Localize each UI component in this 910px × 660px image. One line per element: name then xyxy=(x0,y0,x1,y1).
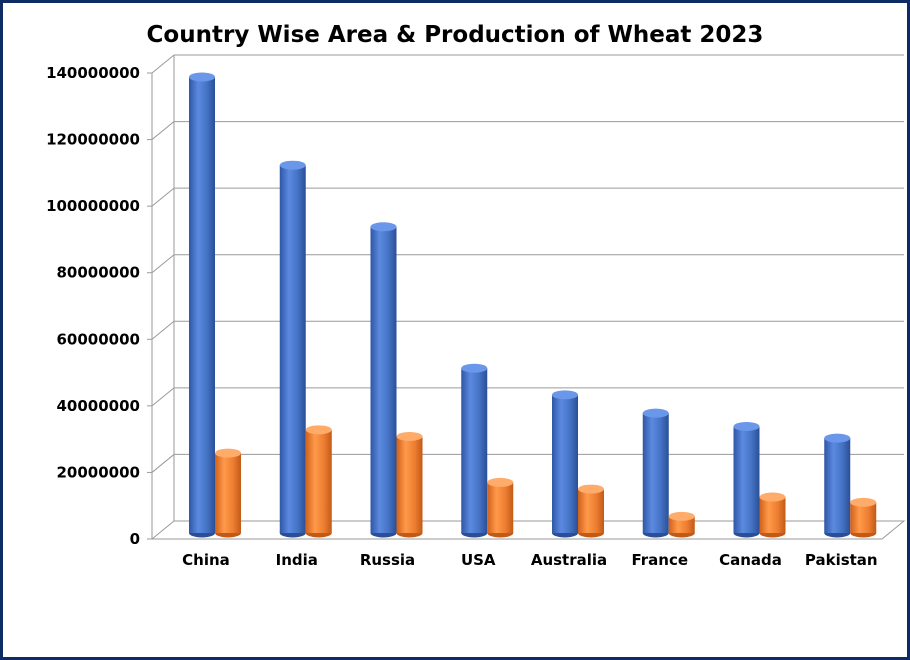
bar-series-2 xyxy=(850,497,877,538)
bar-body xyxy=(552,394,578,533)
bar-top xyxy=(487,477,514,487)
bar-series-1 xyxy=(642,408,669,538)
bar-body xyxy=(396,436,423,533)
bar-body xyxy=(578,489,604,533)
y-tick-label: 140000000 xyxy=(46,64,140,82)
gridline-side xyxy=(151,254,175,274)
x-tick-label: USA xyxy=(461,551,496,569)
x-tick-label: Australia xyxy=(531,551,607,569)
bar-series-2 xyxy=(396,431,423,538)
bar-series-1 xyxy=(370,222,397,538)
bar-top xyxy=(215,448,241,458)
bar-series-1 xyxy=(552,390,578,538)
bar-body xyxy=(824,438,851,533)
gridline-side xyxy=(151,454,175,473)
y-tick-label: 120000000 xyxy=(46,131,140,149)
y-tick-label: 100000000 xyxy=(46,197,140,215)
bar-body xyxy=(461,368,488,533)
bar-series-1 xyxy=(824,433,851,538)
floor xyxy=(151,520,906,540)
bar-top xyxy=(850,497,877,507)
y-tick-label: 0 xyxy=(130,530,140,548)
bar-body xyxy=(487,482,514,533)
x-tick-label: Pakistan xyxy=(805,551,878,569)
y-tick-label: 20000000 xyxy=(57,463,141,481)
x-tick-label: Russia xyxy=(360,551,415,569)
gridline-side xyxy=(151,121,175,140)
bar-body xyxy=(642,413,669,533)
bar-top xyxy=(552,390,578,400)
gridline-side xyxy=(151,54,175,74)
bar-body xyxy=(733,426,760,533)
bar-top xyxy=(305,425,332,435)
bar-series-2 xyxy=(305,425,332,538)
x-tick-label: France xyxy=(631,551,688,569)
bar-body xyxy=(759,497,786,533)
y-tick-label: 40000000 xyxy=(57,397,141,415)
bar-series-2 xyxy=(578,484,604,538)
x-tick-label: China xyxy=(182,551,230,569)
chart-title: Country Wise Area & Production of Wheat … xyxy=(146,22,764,48)
bar-body xyxy=(279,165,306,533)
bar-top xyxy=(578,484,604,494)
gridline-side xyxy=(151,387,175,407)
x-tick-label: Canada xyxy=(719,551,782,569)
bar-top xyxy=(824,433,851,443)
bar-top xyxy=(279,160,306,170)
bar-series-1 xyxy=(461,363,488,538)
bar-series-1 xyxy=(189,72,215,538)
bar-series-2 xyxy=(668,511,695,538)
bar-body xyxy=(370,226,397,533)
y-tick-label: 80000000 xyxy=(57,264,141,282)
gridline-side xyxy=(151,187,175,207)
bar-series-2 xyxy=(487,477,514,538)
bar-top xyxy=(759,492,786,502)
gridline-side xyxy=(151,320,175,340)
bar-body xyxy=(850,502,877,533)
bar-top xyxy=(370,222,397,232)
bar-series-1 xyxy=(279,160,306,538)
bar-series-1 xyxy=(733,421,760,538)
y-tick-label: 60000000 xyxy=(57,330,141,348)
bar-series-2 xyxy=(759,492,786,538)
bar-body xyxy=(668,516,695,533)
bar-top xyxy=(733,421,760,431)
bar-series-2 xyxy=(215,448,241,538)
bar-body xyxy=(189,76,215,533)
bar-top xyxy=(396,431,423,441)
bar-top xyxy=(642,408,669,418)
bar-body xyxy=(215,453,241,533)
bar-top xyxy=(189,72,215,82)
x-tick-label: India xyxy=(276,551,318,569)
bar-body xyxy=(305,429,332,533)
bar-top xyxy=(461,363,488,373)
bar-top xyxy=(668,511,695,521)
